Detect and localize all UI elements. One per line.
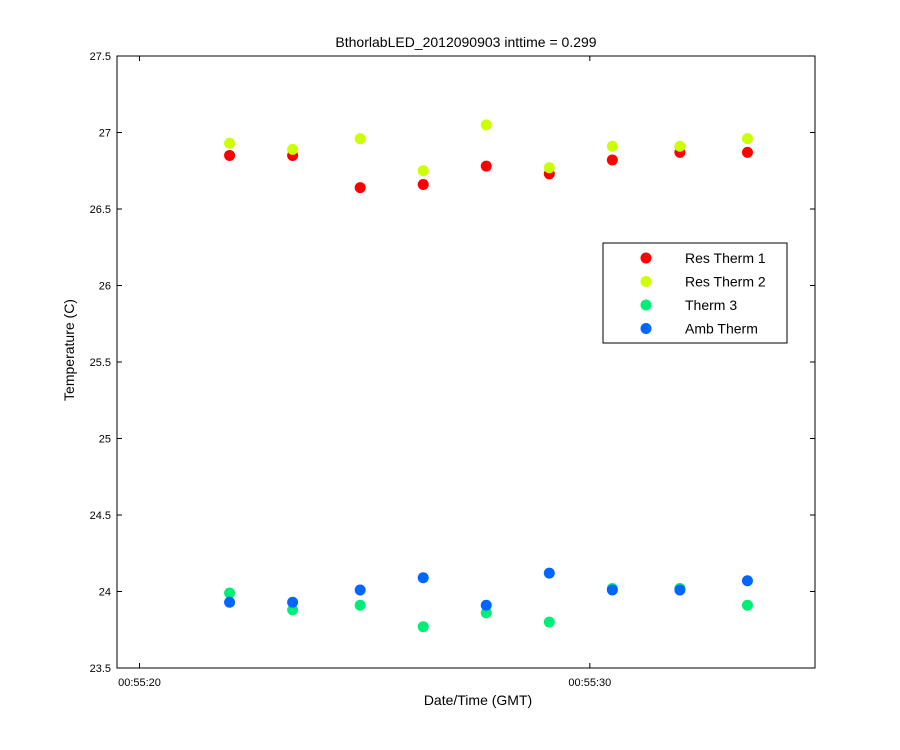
series-res-therm-2: [224, 119, 753, 177]
data-point: [224, 137, 236, 149]
data-point: [417, 165, 429, 177]
data-point: [417, 572, 429, 584]
axis-ticks: 23.5 24 24.5 25 25.5 26 26.5 27 27.5 00:55:20 00:5…: [90, 51, 815, 689]
data-point: [543, 567, 555, 579]
y-axis-title: Temperature (C): [61, 299, 77, 401]
y-tick-label: 25: [99, 434, 111, 446]
legend-label: Amb Therm: [685, 321, 758, 337]
legend-marker: [640, 276, 652, 287]
data-point: [606, 154, 618, 166]
data-point: [480, 119, 492, 131]
data-point: [417, 179, 429, 191]
data-point: [741, 133, 753, 145]
data-point: [354, 599, 366, 611]
data-point: [741, 599, 753, 611]
data-point: [287, 143, 299, 155]
data-points: [224, 119, 753, 633]
legend-label: Res Therm 2: [685, 274, 766, 290]
x-tick-label: 00:55:30: [568, 677, 611, 689]
data-point: [674, 584, 686, 596]
y-tick-label: 24.5: [90, 510, 111, 522]
data-point: [480, 607, 492, 619]
data-point: [417, 621, 429, 633]
data-point: [606, 584, 618, 596]
y-tick-label: 26: [99, 281, 111, 293]
y-tick-label: 23.5: [90, 663, 111, 675]
data-point: [287, 604, 299, 616]
y-tick-label: 25.5: [90, 357, 111, 369]
legend: Res Therm 1 Res Therm 2 Therm 3 Amb Therm: [602, 242, 788, 344]
legend-marker: [640, 323, 652, 334]
data-point: [224, 149, 236, 161]
x-axis-title: Date/Time (GMT): [424, 692, 532, 708]
data-point: [606, 140, 618, 152]
y-tick-label: 24: [99, 587, 111, 599]
y-tick-label: 26.5: [90, 204, 111, 216]
data-point: [354, 584, 366, 596]
data-point: [543, 616, 555, 628]
data-point: [741, 575, 753, 587]
legend-marker: [640, 252, 652, 264]
data-point: [224, 596, 236, 608]
data-point: [480, 160, 492, 172]
data-point: [543, 162, 555, 174]
data-point: [354, 133, 366, 145]
legend-label: Res Therm 1: [685, 250, 766, 266]
y-tick-label: 27.5: [90, 51, 111, 63]
x-tick-label: 00:55:20: [118, 677, 161, 689]
data-point: [674, 140, 686, 152]
legend-box: [602, 242, 788, 344]
chart-title: BthorlabLED_2012090903 inttime = 0.299: [335, 34, 596, 50]
y-tick-label: 27: [99, 128, 111, 140]
legend-marker: [640, 299, 652, 311]
plot-area: [116, 55, 816, 669]
data-point: [741, 146, 753, 158]
data-point: [354, 182, 366, 194]
series-amb-therm: [224, 567, 753, 611]
data-point: [480, 599, 492, 611]
legend-label: Therm 3: [685, 297, 737, 313]
data-point: [224, 587, 236, 599]
data-point: [287, 596, 299, 608]
